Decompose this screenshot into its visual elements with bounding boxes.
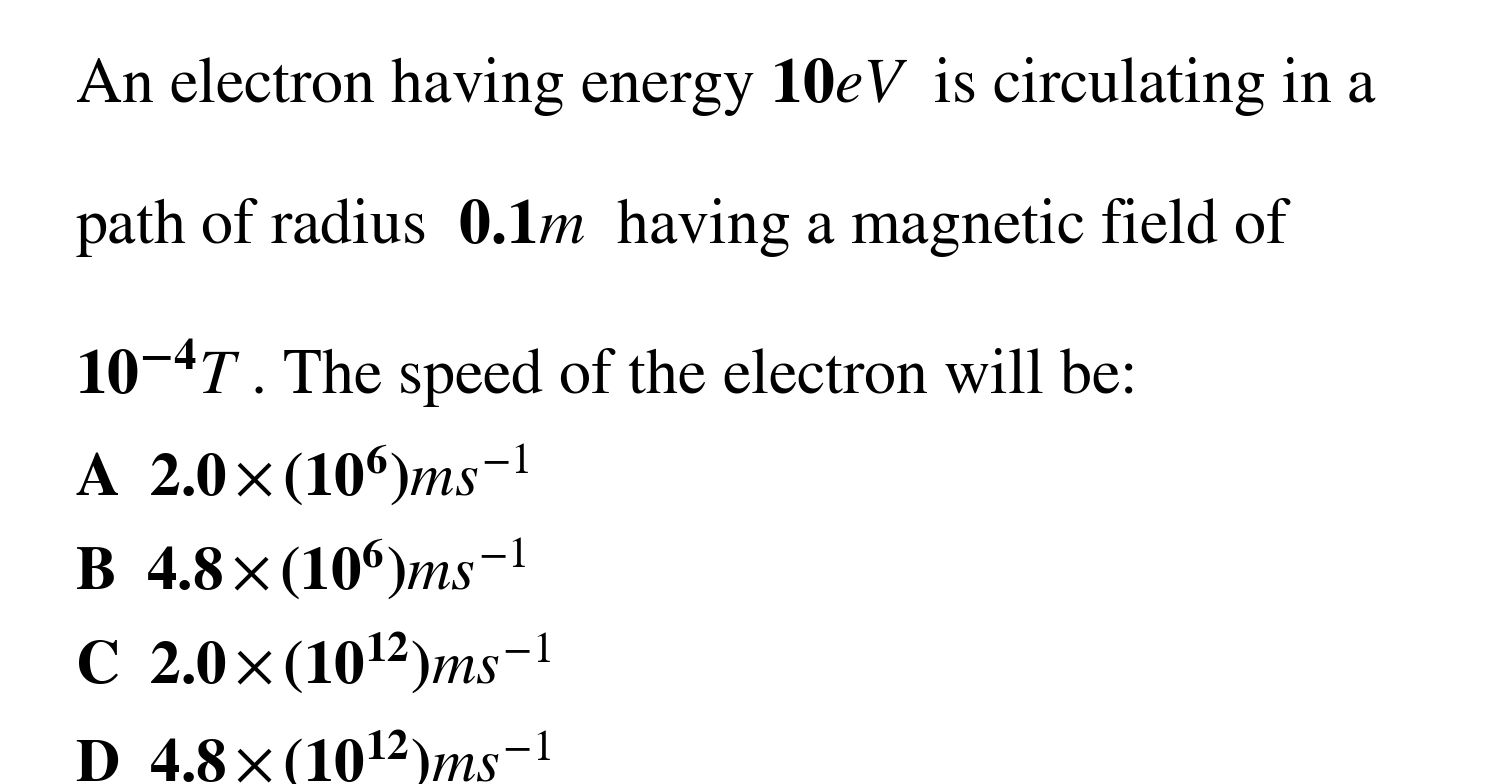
Text: $\mathbf{C}$  $\mathbf{2.0} \times \mathbf{(10^{12})}\mathit{ms}^{-1}$: $\mathbf{C}$ $\mathbf{2.0} \times \mathb… <box>75 631 550 697</box>
Text: $\mathbf{B}$  $\mathbf{4.8} \times \mathbf{(10^6)}\mathit{ms}^{-1}$: $\mathbf{B}$ $\mathbf{4.8} \times \mathb… <box>75 537 526 603</box>
Text: $\mathbf{A}$  $\mathbf{2.0} \times \mathbf{(10^6)}\mathit{ms}^{-1}$: $\mathbf{A}$ $\mathbf{2.0} \times \mathb… <box>75 443 530 509</box>
Text: $\mathbf{10^{-4}}\mathit{T}$ . The speed of the electron will be:: $\mathbf{10^{-4}}\mathit{T}$ . The speed… <box>75 337 1134 409</box>
Text: $\mathbf{D}$  $\mathbf{4.8} \times \mathbf{(10^{12})}\mathit{ms}^{-1}$: $\mathbf{D}$ $\mathbf{4.8} \times \mathb… <box>75 729 550 784</box>
Text: path of radius  $\mathbf{0.1}\mathit{m}$  having a magnetic field of: path of radius $\mathbf{0.1}\mathit{m}$ … <box>75 196 1292 259</box>
Text: An electron having energy $\mathbf{10}e\mathit{V}$  is circulating in a: An electron having energy $\mathbf{10}e\… <box>75 55 1377 118</box>
